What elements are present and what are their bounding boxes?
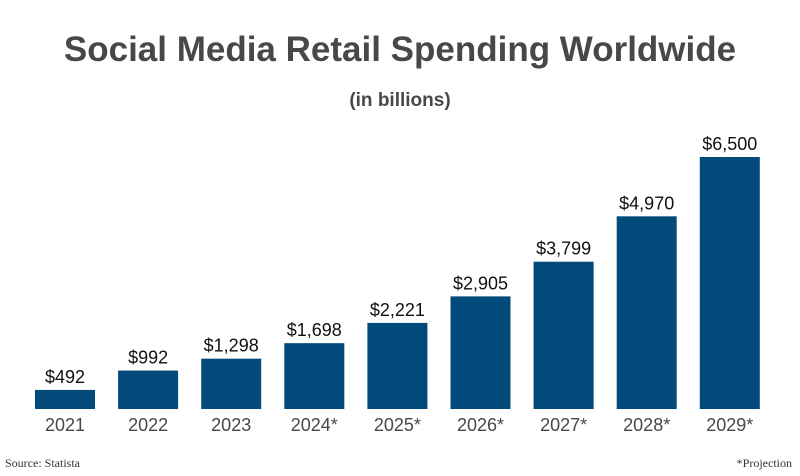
x-tick-label: 2022 — [128, 415, 168, 435]
projection-note: *Projection — [736, 456, 792, 470]
x-tick-label: 2027* — [540, 415, 587, 435]
data-label: $2,221 — [370, 300, 425, 320]
chart-subtitle: (in billions) — [349, 90, 451, 111]
x-tick-label: 2021 — [45, 415, 85, 435]
bar-2022 — [118, 370, 179, 409]
source-note: Source: Statista — [5, 456, 80, 470]
data-label: $6,500 — [702, 134, 757, 154]
x-tick-label: 2026* — [457, 415, 504, 435]
bar-2026* — [450, 296, 511, 409]
data-label: $1,298 — [204, 336, 259, 356]
bar-2029* — [699, 157, 760, 409]
bar-2027* — [533, 261, 594, 409]
x-tick-label: 2029* — [706, 415, 753, 435]
x-tick-label: 2025* — [374, 415, 421, 435]
data-label: $492 — [45, 367, 85, 387]
bar-2023 — [201, 358, 262, 409]
bar-2025* — [367, 322, 428, 409]
data-label: $3,799 — [536, 239, 591, 259]
data-label: $4,970 — [619, 193, 674, 213]
x-tick-label: 2028* — [623, 415, 670, 435]
data-label: $1,698 — [287, 320, 342, 340]
data-label: $992 — [128, 348, 168, 368]
x-tick-label: 2023 — [211, 415, 251, 435]
bar-2021 — [35, 389, 95, 409]
bar-2028* — [616, 216, 677, 409]
data-label: $2,905 — [453, 273, 508, 293]
x-tick-label: 2024* — [291, 415, 338, 435]
chart-title: Social Media Retail Spending Worldwide — [63, 30, 737, 69]
bar-2024* — [284, 343, 345, 409]
